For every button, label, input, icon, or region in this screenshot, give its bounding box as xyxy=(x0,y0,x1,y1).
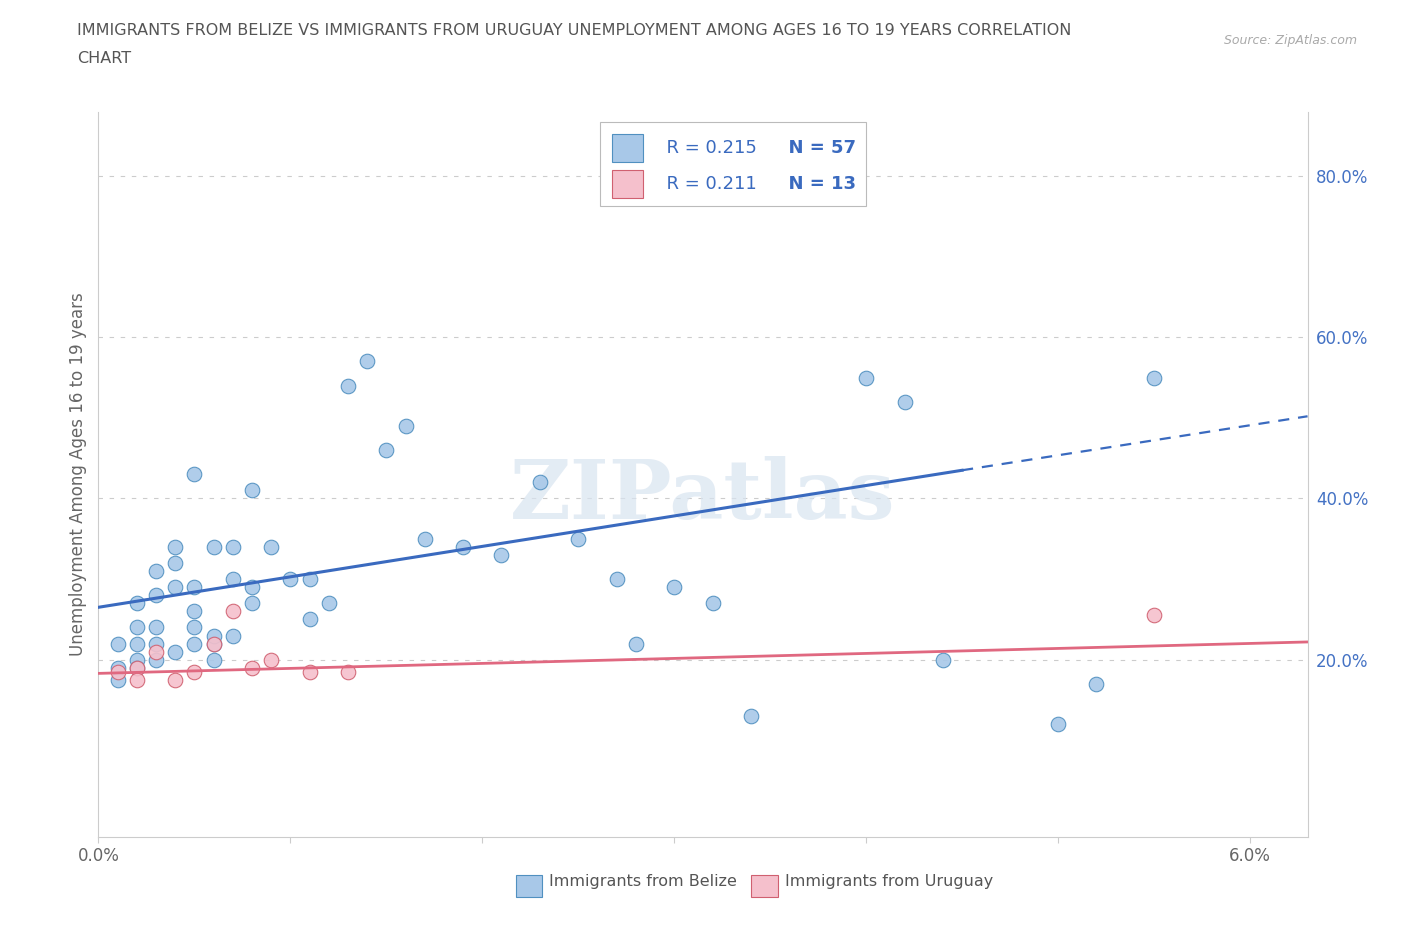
Point xyxy=(451,539,474,554)
Point xyxy=(107,664,129,679)
FancyBboxPatch shape xyxy=(613,134,643,162)
Point xyxy=(336,664,359,679)
Text: N = 13: N = 13 xyxy=(776,175,855,193)
Point xyxy=(202,539,225,554)
Point xyxy=(125,660,148,675)
Point xyxy=(740,709,762,724)
FancyBboxPatch shape xyxy=(751,875,778,897)
FancyBboxPatch shape xyxy=(600,123,866,206)
Point xyxy=(125,596,148,611)
Point xyxy=(240,660,263,675)
Point xyxy=(183,579,205,594)
Point xyxy=(893,394,915,409)
Point xyxy=(222,539,245,554)
Point xyxy=(202,652,225,667)
Point xyxy=(375,443,398,458)
Point xyxy=(356,354,378,369)
Point xyxy=(145,588,167,603)
Y-axis label: Unemployment Among Ages 16 to 19 years: Unemployment Among Ages 16 to 19 years xyxy=(69,292,87,657)
Point xyxy=(145,652,167,667)
Point xyxy=(260,652,283,667)
Point xyxy=(107,672,129,687)
Point xyxy=(165,672,187,687)
Point xyxy=(125,672,148,687)
Point xyxy=(145,644,167,659)
Point xyxy=(240,579,263,594)
Text: ZIPatlas: ZIPatlas xyxy=(510,456,896,536)
Point xyxy=(125,636,148,651)
Point xyxy=(855,370,877,385)
Point xyxy=(202,628,225,643)
Point xyxy=(567,531,589,546)
Text: Immigrants from Belize: Immigrants from Belize xyxy=(550,874,737,889)
Point xyxy=(107,636,129,651)
Text: Source: ZipAtlas.com: Source: ZipAtlas.com xyxy=(1223,34,1357,47)
Point xyxy=(125,660,148,675)
Point xyxy=(606,572,628,587)
Point xyxy=(336,379,359,393)
Point xyxy=(183,620,205,635)
Point xyxy=(183,636,205,651)
Point xyxy=(202,636,225,651)
Point xyxy=(107,660,129,675)
Point xyxy=(1143,608,1166,623)
Point xyxy=(145,564,167,578)
Point xyxy=(318,596,340,611)
Point xyxy=(183,467,205,482)
Text: R = 0.211: R = 0.211 xyxy=(655,175,756,193)
Point xyxy=(394,418,416,433)
Text: IMMIGRANTS FROM BELIZE VS IMMIGRANTS FROM URUGUAY UNEMPLOYMENT AMONG AGES 16 TO : IMMIGRANTS FROM BELIZE VS IMMIGRANTS FRO… xyxy=(77,23,1071,38)
Point xyxy=(145,636,167,651)
Point xyxy=(1143,370,1166,385)
Point xyxy=(240,483,263,498)
Point xyxy=(624,636,647,651)
Point xyxy=(298,612,321,627)
Point xyxy=(1085,676,1108,691)
Text: R = 0.215: R = 0.215 xyxy=(655,139,756,157)
Text: Immigrants from Uruguay: Immigrants from Uruguay xyxy=(785,874,994,889)
FancyBboxPatch shape xyxy=(516,875,543,897)
Point xyxy=(664,579,686,594)
Point xyxy=(932,652,955,667)
Point xyxy=(222,604,245,618)
Point xyxy=(222,628,245,643)
Point xyxy=(125,620,148,635)
Point xyxy=(183,664,205,679)
Text: N = 57: N = 57 xyxy=(776,139,855,157)
Point xyxy=(145,620,167,635)
FancyBboxPatch shape xyxy=(613,170,643,198)
Point xyxy=(240,596,263,611)
Point xyxy=(165,579,187,594)
Point xyxy=(280,572,302,587)
Point xyxy=(491,548,513,563)
Point xyxy=(413,531,436,546)
Text: CHART: CHART xyxy=(77,51,131,66)
Point xyxy=(165,555,187,570)
Point xyxy=(183,604,205,618)
Point xyxy=(222,572,245,587)
Point xyxy=(125,652,148,667)
Point xyxy=(298,572,321,587)
Point xyxy=(298,664,321,679)
Point xyxy=(702,596,724,611)
Point xyxy=(529,475,551,490)
Point xyxy=(165,644,187,659)
Point xyxy=(202,636,225,651)
Point xyxy=(1047,717,1070,732)
Point xyxy=(260,539,283,554)
Point xyxy=(165,539,187,554)
